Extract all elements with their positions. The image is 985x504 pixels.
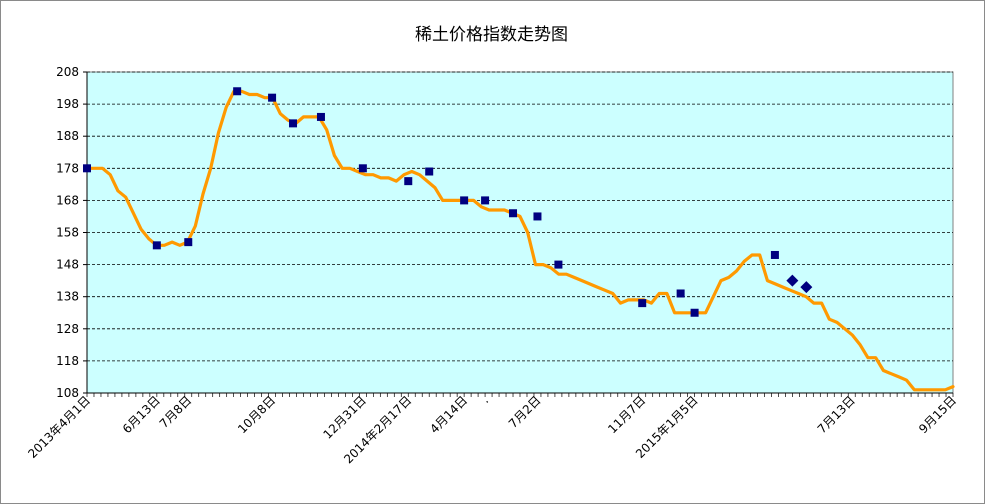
data-point-marker [533,212,542,221]
data-point-marker [481,196,490,205]
x-tick-label: 7月13日 [815,393,858,436]
x-tick-label: 10月8日 [235,393,278,436]
y-tick-label: 108 [56,386,79,400]
data-point-marker [83,164,91,173]
data-point-marker [690,308,699,317]
x-tick-label: 6月13日 [120,393,163,436]
data-point-marker [786,274,799,287]
data-point-marker [638,299,647,308]
data-point-marker [233,87,242,96]
y-tick-label: 128 [56,322,79,336]
series-line [85,89,955,392]
data-point-marker [316,112,325,121]
x-tick-label: 7月8日 [157,393,195,431]
data-point-marker [509,209,518,218]
y-tick-label: 198 [56,97,79,111]
data-point-marker [800,281,813,294]
data-point-marker [554,260,563,269]
data-point-marker [460,196,469,205]
x-tick-label: 7月2日 [506,393,544,431]
data-point-marker [425,167,434,176]
y-tick-label: 158 [56,226,79,240]
data-point-marker [676,289,685,298]
y-tick-label: 118 [56,354,79,368]
x-tick-label: 2013年4月1日 [25,393,93,461]
y-tick-label: 188 [56,129,79,143]
x-tick-label: 11月7日 [605,393,648,436]
y-tick-label: 168 [56,193,79,207]
y-tick-label: 148 [56,258,79,272]
y-tick-label: 208 [56,65,79,79]
y-tick-label: 178 [56,161,79,175]
data-point-marker [404,177,413,186]
data-point-marker [358,164,367,173]
x-tick-label: 9月15日 [916,393,959,436]
data-point-marker [770,250,779,259]
data-point-marker [184,238,193,247]
data-point-marker [152,241,161,250]
chart-title: 稀土价格指数走势图 [415,25,568,45]
y-tick-label: 138 [56,290,79,304]
x-tick-label: 4月14日 [427,393,470,436]
x-tick-label: 12月31日 [321,393,369,441]
data-point-marker [268,93,277,102]
data-point-marker [289,119,298,128]
